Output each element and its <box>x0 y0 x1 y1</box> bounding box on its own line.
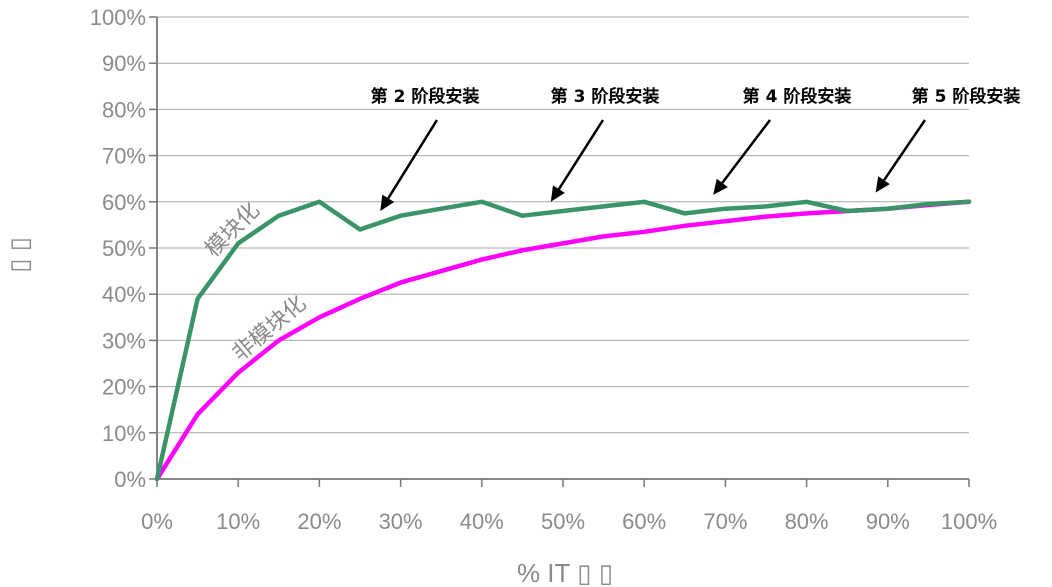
stage-annotation-label: 第 2 阶段安装 <box>371 86 480 107</box>
y-tick-label: 0% <box>114 467 146 492</box>
x-tick-label: 60% <box>622 509 666 534</box>
series-line-modular <box>154 199 972 482</box>
y-tick-label: 30% <box>102 328 146 353</box>
annotation-arrowhead <box>875 176 890 193</box>
x-tick-label: 100% <box>941 509 997 534</box>
annotation-arrow <box>557 119 605 190</box>
y-tick-label: 20% <box>102 375 146 400</box>
series-line-non-modular <box>154 199 972 482</box>
x-tick-label: 20% <box>297 509 341 534</box>
x-tick-label: 90% <box>866 509 910 534</box>
x-tick-label: 50% <box>541 509 585 534</box>
annotation-arrow <box>883 119 927 181</box>
series-lines <box>154 199 972 482</box>
x-tick-label: 0% <box>141 509 173 534</box>
y-tick-label: 60% <box>102 190 146 215</box>
y-tick-label: 40% <box>102 282 146 307</box>
annotation-arrowhead <box>380 194 395 212</box>
x-tick-labels: 0% 10% 20% 30% 40% 50% 60% 70% 80% 90% 100% <box>141 509 997 534</box>
stage-annotation-label: 第 3 阶段安装 <box>551 86 660 107</box>
y-tick-label: 80% <box>102 97 146 122</box>
y-tick-label: 70% <box>102 144 146 169</box>
stage-annotation-label: 第 5 阶段安装 <box>912 86 1021 107</box>
x-tick-label: 10% <box>216 509 260 534</box>
annotation-arrowhead <box>713 178 728 195</box>
y-tick-label: 10% <box>102 421 146 446</box>
annotation-arrowhead <box>550 185 565 202</box>
stage-annotation-label: 第 4 阶段安装 <box>743 86 852 107</box>
annotation-arrow <box>387 119 439 199</box>
y-tick-label: 100% <box>90 5 146 30</box>
y-tick-labels: 0% 10% 20% 30% 40% 50% 60% 70% 80% 90% 100% <box>90 5 146 492</box>
annotations: 第 2 阶段安装 第 3 阶段安装 第 4 阶段安装 第 5 阶段安装 <box>371 86 1021 212</box>
y-axis-title: ▯ ▯ <box>4 237 34 273</box>
x-tick-label: 70% <box>703 509 747 534</box>
x-axis-title: % IT ▯ ▯ <box>517 558 613 587</box>
axes <box>156 17 969 480</box>
y-tick-label: 50% <box>102 236 146 261</box>
y-tick-label: 90% <box>102 51 146 76</box>
gridlines <box>149 16 970 487</box>
annotation-arrow <box>721 119 771 184</box>
x-tick-label: 30% <box>379 509 423 534</box>
x-tick-label: 40% <box>460 509 504 534</box>
x-tick-label: 80% <box>785 509 829 534</box>
